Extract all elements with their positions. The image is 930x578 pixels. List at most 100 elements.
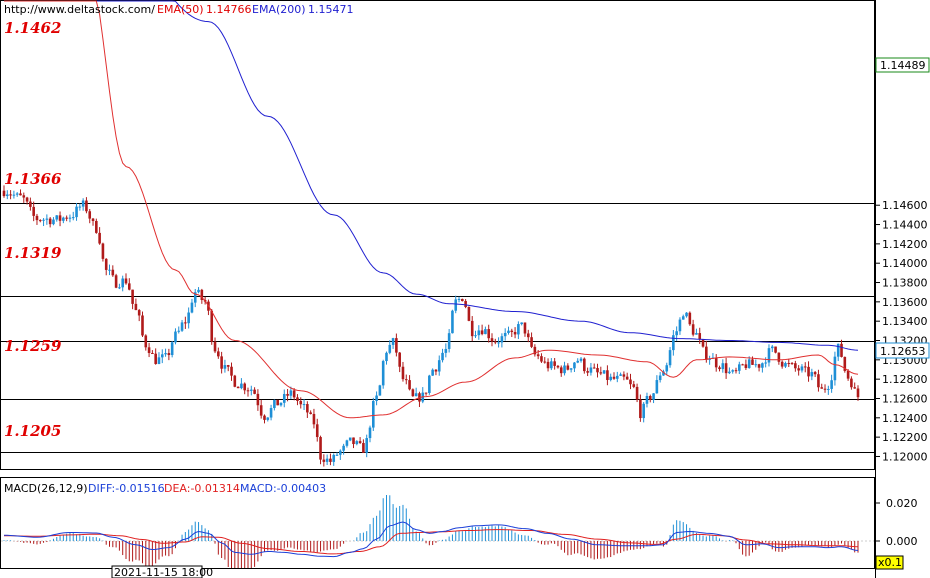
- candle-body: [546, 361, 550, 369]
- candle-body: [856, 388, 860, 398]
- level-label: 1.1205: [4, 422, 61, 440]
- axis-tick-label: 1.13600: [882, 296, 928, 309]
- ema50-label: EMA(50): [157, 3, 204, 16]
- candle-body: [428, 375, 431, 393]
- candle-body: [104, 258, 108, 270]
- candle-body: [441, 352, 444, 361]
- candle-body: [309, 412, 312, 414]
- candle-body: [592, 367, 596, 369]
- horizontal-levels: [1, 203, 875, 453]
- candle-body: [470, 320, 474, 337]
- candle-body: [391, 338, 395, 345]
- candle-body: [401, 366, 405, 380]
- candle-body: [160, 354, 164, 358]
- candle-body: [243, 383, 247, 391]
- candles: [2, 185, 860, 467]
- candle-body: [322, 459, 326, 462]
- candle-body: [629, 379, 632, 385]
- candle-body: [48, 218, 52, 225]
- candle-body: [236, 386, 240, 389]
- candle-body: [395, 338, 398, 353]
- candle-body: [461, 298, 464, 302]
- candle-body: [81, 200, 85, 207]
- candle-body: [668, 350, 672, 366]
- candle-body: [45, 218, 49, 220]
- candle-body: [388, 344, 392, 353]
- candle-body: [655, 380, 659, 394]
- candle-body: [784, 363, 787, 367]
- dea-line: [4, 529, 859, 555]
- axis-tick-label: 1.14000: [882, 257, 928, 270]
- axis-tick-label: 1.12000: [882, 450, 928, 463]
- candle-body: [622, 374, 626, 377]
- candle-body: [362, 442, 365, 453]
- candle-body: [596, 368, 599, 373]
- candle-body: [708, 358, 711, 360]
- candle-body: [797, 368, 800, 371]
- candle-body: [296, 397, 299, 401]
- candle-body: [325, 458, 329, 462]
- candle-body: [836, 343, 840, 357]
- candle-body: [500, 336, 504, 343]
- candle-body: [451, 310, 454, 334]
- current-price-marker: [875, 342, 930, 359]
- candle-body: [767, 348, 771, 363]
- candle-body: [75, 206, 78, 218]
- candle-body: [299, 400, 303, 405]
- candle-body: [533, 346, 537, 355]
- candle-body: [754, 364, 758, 366]
- candle-body: [447, 333, 451, 349]
- candle-body: [695, 333, 698, 335]
- candle-body: [2, 190, 6, 197]
- axis-tick-label: 1.14400: [882, 219, 928, 232]
- candle-body: [414, 393, 418, 397]
- candle-body: [233, 375, 237, 387]
- candle-body: [58, 215, 62, 221]
- candle-body: [368, 427, 372, 439]
- candle-body: [556, 365, 560, 368]
- current-price-label: 1.12653: [880, 345, 926, 358]
- candle-body: [263, 415, 266, 420]
- level-label: 1.1462: [4, 19, 61, 37]
- candle-body: [22, 195, 26, 198]
- candle-body: [817, 374, 820, 388]
- candle-body: [734, 370, 738, 372]
- candle-body: [764, 362, 767, 364]
- macd-value: MACD:-0.00403: [240, 482, 326, 495]
- candle-body: [632, 384, 636, 387]
- candle-body: [579, 358, 583, 361]
- macd-dea: DEA:-0.01314: [164, 482, 240, 495]
- candle-body: [777, 352, 781, 362]
- candle-body: [95, 220, 98, 233]
- candle-body: [681, 316, 685, 320]
- macd-axis-tick-label: 0.000: [886, 535, 918, 548]
- candle-body: [266, 417, 270, 420]
- axis-tick-label: 1.14200: [882, 238, 928, 251]
- candle-body: [454, 299, 458, 311]
- candle-body: [177, 330, 181, 332]
- candle-body: [9, 194, 12, 196]
- price-axis-ticks: 1.14600 1.14400 1.14200 1.14000 1.13800 1.136…: [875, 199, 928, 463]
- candle-body: [282, 393, 286, 403]
- candle-body: [329, 458, 332, 462]
- candle-body: [827, 388, 830, 390]
- candle-body: [609, 376, 613, 380]
- candle-body: [566, 365, 570, 370]
- macd-header-bg: [1, 478, 416, 495]
- level-label: 1.1259: [4, 337, 62, 355]
- date-label: 2021-11-15 18:00: [114, 566, 213, 578]
- candle-body: [355, 441, 359, 445]
- candle-body: [780, 361, 784, 367]
- candle-body: [187, 312, 190, 324]
- candle-body: [672, 335, 675, 351]
- candle-body: [850, 378, 853, 388]
- candle-body: [612, 376, 616, 379]
- candle-body: [217, 351, 220, 357]
- zoom-box[interactable]: [875, 555, 904, 570]
- candle-body: [553, 361, 556, 366]
- candle-body: [319, 437, 322, 460]
- candle-body: [477, 330, 481, 336]
- candle-body: [493, 341, 497, 343]
- candle-body: [721, 363, 725, 370]
